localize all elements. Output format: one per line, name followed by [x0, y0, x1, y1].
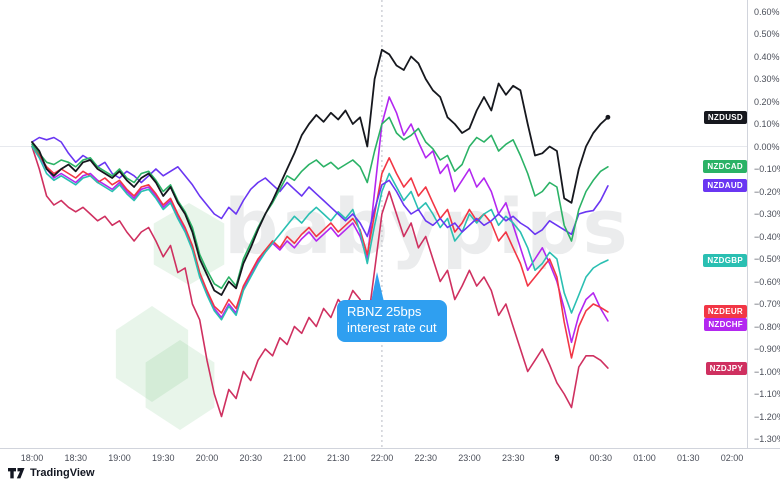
price-axis-label: −1.30%: [754, 434, 780, 444]
series-badge-nzdeur: NZDEUR: [703, 305, 747, 319]
price-axis-label: 0.00%: [754, 141, 780, 152]
series-line-nzdcad: [31, 116, 609, 290]
price-axis[interactable]: 0.60% 0.50% 0.40% 0.30% 0.20% 0.10% 0.00% −0.10…: [747, 0, 780, 448]
price-axis-label: −1.00%: [754, 366, 780, 377]
time-axis-label: 01:00: [633, 453, 656, 463]
price-axis-label: 0.60%: [754, 6, 780, 17]
price-axis-label: −0.60%: [754, 276, 780, 287]
series-badge-nzdchf: NZDCHF: [704, 318, 747, 332]
series-line-nzdeur: [31, 145, 609, 359]
price-lines-svg: [0, 0, 747, 448]
price-axis-label: −0.70%: [754, 299, 780, 309]
price-axis-label: 0.50%: [754, 29, 780, 39]
chart-canvas[interactable]: babypips RBNZ 25bps interest rate cut: [0, 0, 747, 448]
series-badge-nzdcad: NZDCAD: [703, 160, 747, 174]
tradingview-branding[interactable]: TradingView: [8, 467, 95, 479]
time-axis-label: 20:30: [239, 453, 263, 463]
price-axis-label: −0.20%: [754, 186, 780, 197]
time-axis-label: 18:30: [64, 453, 88, 463]
time-axis-label: 21:30: [326, 453, 350, 463]
time-axis-label: 00:30: [589, 453, 613, 463]
babypips-watermark: babypips: [224, 182, 630, 271]
price-axis-label: 0.10%: [754, 119, 780, 129]
price-axis-label: 0.30%: [754, 74, 780, 84]
price-axis-label: 0.20%: [754, 96, 780, 107]
series-line-nzdusd: [31, 48, 609, 296]
price-axis-label: −0.10%: [754, 164, 780, 174]
time-axis-label: 23:00: [458, 453, 481, 463]
callout-pointer: [371, 272, 384, 302]
tradingview-logo-text: TradingView: [30, 467, 95, 479]
price-axis-label: −0.90%: [754, 344, 780, 354]
time-axis-label: 01:30: [676, 453, 700, 463]
price-axis-label: −0.40%: [754, 231, 780, 242]
price-axis-label: −0.50%: [754, 254, 780, 264]
series-badge-nzdusd: NZDUSD: [703, 110, 747, 124]
time-axis[interactable]: 18:00 18:30 19:00 19:30 20:00 20:30 21:00 21:30…: [0, 448, 780, 465]
series-line-nzdgbp: [31, 145, 609, 321]
price-axis-label: −1.20%: [754, 411, 780, 422]
time-axis-label: 22:00: [370, 453, 394, 463]
time-axis-label: 19:00: [108, 453, 131, 463]
time-axis-day-label: 9: [554, 453, 560, 463]
time-axis-label: 02:00: [720, 453, 744, 463]
tradingview-logo-icon: [8, 467, 25, 478]
series-badge-nzdgbp: NZDGBP: [703, 253, 747, 267]
annotation-line1: RBNZ 25bps: [347, 304, 422, 319]
time-axis-label: 22:30: [414, 453, 438, 463]
time-axis-label: 21:00: [283, 453, 306, 463]
last-price-dot-nzdusd: [605, 114, 611, 120]
series-line-nzdchf: [31, 96, 609, 344]
annotation-line2: interest rate cut: [347, 320, 437, 335]
price-axis-label: −1.10%: [754, 389, 780, 399]
rbnz-annotation[interactable]: RBNZ 25bps interest rate cut: [337, 300, 447, 342]
series-line-nzdjpy: [31, 145, 609, 418]
series-badge-nzdjpy: NZDJPY: [705, 361, 747, 375]
time-axis-label: 19:30: [151, 453, 175, 463]
series-badge-nzdaud: NZDAUD: [703, 179, 747, 193]
series-line-nzdaud: [31, 136, 609, 238]
time-axis-label: 20:00: [195, 453, 219, 463]
price-axis-label: −0.30%: [754, 209, 780, 219]
time-axis-label: 23:30: [501, 453, 525, 463]
price-axis-label: −0.80%: [754, 321, 780, 332]
price-axis-label: 0.40%: [754, 51, 780, 62]
time-axis-label: 18:00: [20, 453, 44, 463]
